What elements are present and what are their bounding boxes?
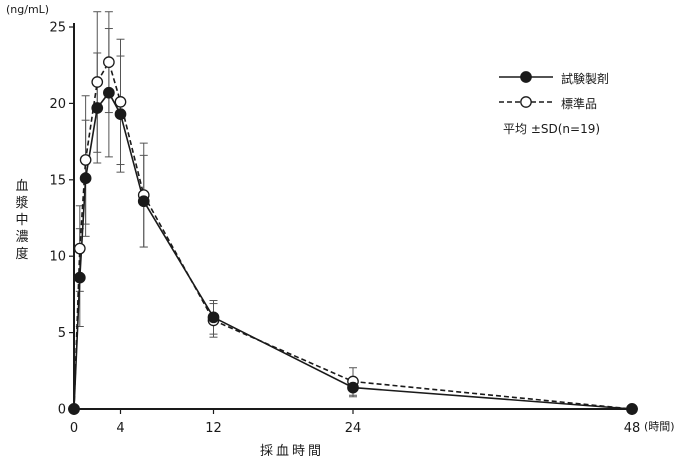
data-point-s1-5 <box>114 96 127 108</box>
data-point-s1-4 <box>103 56 115 68</box>
legend-label-test: 試験製剤 <box>561 72 610 86</box>
data-point-s0-5 <box>114 108 127 120</box>
error-bars <box>75 11 357 398</box>
y-tick-label-25: 25 <box>49 21 66 36</box>
data-point-s1-2 <box>79 154 92 166</box>
legend-marker-0 <box>520 71 532 83</box>
legend-marker-1 <box>520 96 532 108</box>
stats-note: 平均 ±SD(n=19) <box>503 122 601 136</box>
data-point-s0-6 <box>137 195 150 208</box>
x-axis-unit: (時間) <box>644 420 675 433</box>
legend-label-reference: 標準品 <box>561 97 598 111</box>
series-line-0 <box>73 91 633 410</box>
x-tick-label-48: 48 <box>624 421 641 436</box>
y-tick-label-5: 5 <box>58 326 66 341</box>
data-point-s0-1 <box>73 271 86 284</box>
axes: 0 5 10 15 20 25 0 4 12 24 48 <box>49 21 640 437</box>
x-tick-label-0: 0 <box>70 421 78 436</box>
data-point-s0-9 <box>626 403 638 415</box>
y-tick-label-15: 15 <box>49 173 66 188</box>
y-axis-unit: (ng/mL) <box>6 3 50 16</box>
series-markers <box>68 56 638 415</box>
data-point-s0-7 <box>207 311 220 324</box>
data-point-s0-0 <box>68 403 80 415</box>
data-point-s0-8 <box>347 381 359 394</box>
x-axis-label: 採血時間 <box>260 444 325 459</box>
x-tick-label-24: 24 <box>345 421 362 436</box>
data-point-s1-3 <box>91 76 104 88</box>
x-tick-label-4: 4 <box>116 421 124 436</box>
data-point-s0-4 <box>103 86 115 99</box>
y-tick-label-10: 10 <box>49 250 66 265</box>
y-tick-label-20: 20 <box>49 97 66 112</box>
y-axis-label: 血漿中濃度 <box>15 179 29 262</box>
legend <box>499 71 553 108</box>
series-line-1 <box>73 60 633 410</box>
data-point-s1-1 <box>73 242 86 255</box>
series-lines <box>73 60 633 410</box>
data-point-s0-3 <box>91 102 104 114</box>
y-tick-label-0: 0 <box>58 403 66 418</box>
data-point-s0-2 <box>79 172 92 185</box>
x-tick-label-12: 12 <box>205 421 222 436</box>
